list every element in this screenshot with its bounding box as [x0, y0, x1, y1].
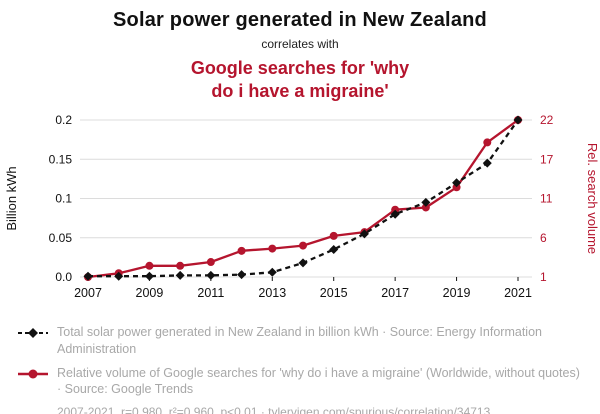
- legend-item-google-searches: Relative volume of Google searches for '…: [18, 365, 582, 399]
- solid-circle-legend-icon: [18, 369, 48, 379]
- svg-text:0.0: 0.0: [55, 270, 72, 284]
- svg-text:2007: 2007: [74, 286, 102, 300]
- svg-text:0.15: 0.15: [49, 152, 73, 166]
- legend-item-solar-power: Total solar power generated in New Zeala…: [18, 324, 582, 358]
- series-0: [83, 115, 523, 281]
- gridlines: [80, 119, 532, 278]
- right-axis-label: Rel. search volume: [585, 143, 600, 254]
- svg-text:2009: 2009: [136, 286, 164, 300]
- svg-text:22: 22: [540, 113, 554, 127]
- svg-text:17: 17: [540, 152, 554, 166]
- correlates-with-label: correlates with: [261, 37, 339, 51]
- svg-text:2017: 2017: [381, 286, 409, 300]
- stats-and-source-note: 2007-2021, r=0.980, r²=0.960, p<0.01 · t…: [57, 405, 491, 414]
- legend-label-google-searches: Relative volume of Google searches for '…: [57, 365, 580, 397]
- chart-area: 0.0 1 0.05 6 0.1 11 0.15 17 0.2 22 2007 2009 2011 201…: [0, 106, 600, 318]
- chart-header: Solar power generated in New Zealand cor…: [0, 0, 600, 104]
- svg-text:6: 6: [540, 231, 547, 245]
- svg-text:0.2: 0.2: [55, 113, 72, 127]
- svg-text:2013: 2013: [258, 286, 286, 300]
- line-chart-canvas: 0.0 1 0.05 6 0.1 11 0.15 17 0.2 22 2007 2009 2011 201…: [4, 113, 600, 300]
- svg-text:2019: 2019: [443, 286, 471, 300]
- svg-text:11: 11: [540, 191, 553, 205]
- chart-title-primary: Solar power generated in New Zealand: [113, 9, 487, 31]
- dashed-diamond-legend-icon: [18, 327, 48, 338]
- svg-text:0.1: 0.1: [55, 191, 72, 205]
- legend-label-solar-power: Total solar power generated in New Zeala…: [57, 324, 542, 356]
- svg-text:0.05: 0.05: [49, 231, 73, 245]
- left-axis-label: Billion kWh: [4, 166, 19, 230]
- chart-title-secondary: Google searches for 'why do i have a mig…: [190, 58, 410, 102]
- chart-legend: Total solar power generated in New Zeala…: [0, 324, 600, 399]
- svg-text:2015: 2015: [320, 286, 348, 300]
- svg-text:2011: 2011: [197, 286, 224, 300]
- svg-text:2021: 2021: [504, 286, 532, 300]
- svg-text:1: 1: [540, 270, 547, 284]
